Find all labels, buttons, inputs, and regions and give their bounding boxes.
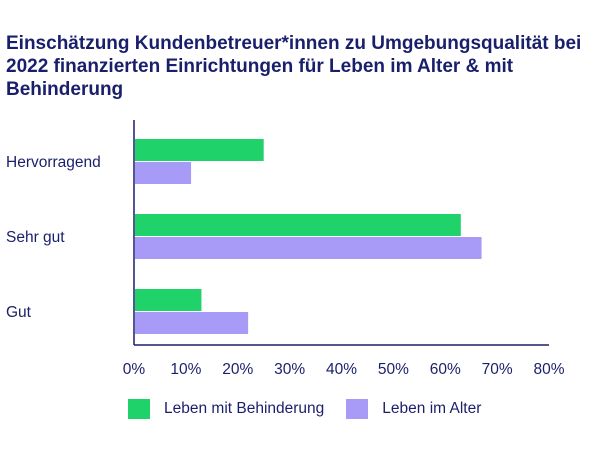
bar <box>135 312 249 334</box>
x-tick-label: 10% <box>170 361 201 378</box>
category-label: Gut <box>6 304 32 321</box>
x-tick-label: 70% <box>482 361 513 378</box>
x-tick-label: 80% <box>533 361 564 378</box>
legend-label-alter: Leben im Alter <box>382 400 482 417</box>
legend-swatch-alter <box>346 399 369 419</box>
x-tick-label: 0% <box>123 361 146 378</box>
x-tick-label: 50% <box>378 361 409 378</box>
legend-item-behinderung: Leben mit Behinderung <box>128 399 324 419</box>
bar <box>135 237 482 259</box>
x-tick-label: 30% <box>274 361 305 378</box>
bar <box>135 139 264 161</box>
x-tick-label: 40% <box>326 361 357 378</box>
x-tick-label: 60% <box>430 361 461 378</box>
x-tick-label: 20% <box>222 361 253 378</box>
chart-title: Einschätzung Kundenbetreuer*innen zu Umg… <box>6 33 582 100</box>
category-label: Sehr gut <box>6 229 65 246</box>
chart-bars <box>135 139 482 334</box>
chart-labels: 0% 10% 20% 30% 40% 50% 60% 70% 80% Hervorragend Se… <box>6 154 565 378</box>
chart-axes <box>133 120 549 346</box>
bar <box>135 162 192 184</box>
legend-swatch-behinderung <box>128 399 150 419</box>
legend-item-alter: Leben im Alter <box>346 399 481 419</box>
bar <box>135 214 461 236</box>
category-label: Hervorragend <box>6 154 101 171</box>
bar <box>135 289 202 311</box>
chart-legend: Leben mit Behinderung Leben im Alter <box>128 399 503 419</box>
legend-label-behinderung: Leben mit Behinderung <box>164 400 325 417</box>
